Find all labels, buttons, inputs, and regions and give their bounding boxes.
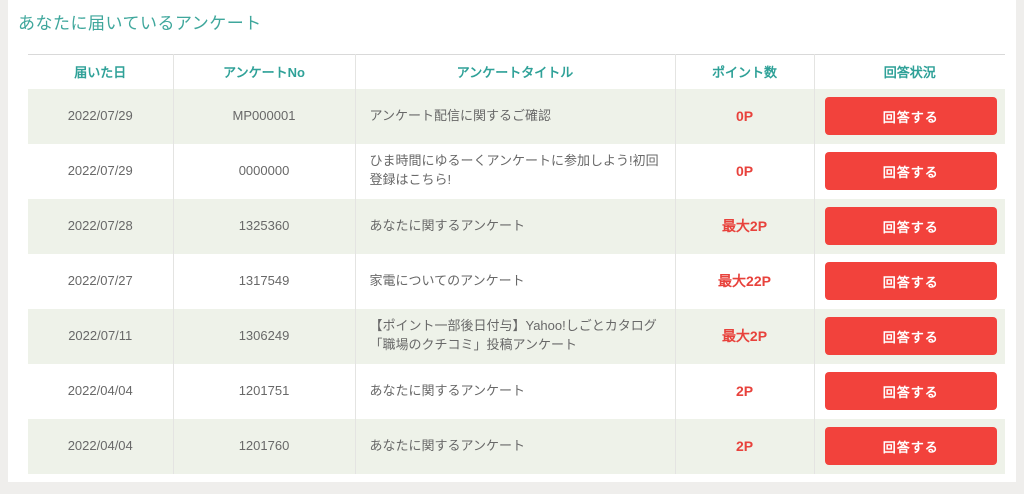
- survey-title-cell: 家電についてのアンケート: [354, 253, 675, 309]
- page-title: あなたに届いているアンケート: [18, 14, 262, 33]
- survey-no-cell: 1317549: [172, 253, 355, 309]
- points-cell: 2P: [674, 418, 814, 474]
- answer-button[interactable]: 回答する: [824, 262, 997, 300]
- points-cell: 2P: [674, 363, 814, 419]
- points-cell: 最大22P: [674, 253, 814, 309]
- received-date-cell: 2022/07/27: [28, 253, 173, 309]
- survey-title-cell: アンケート配信に関するご確認: [354, 88, 675, 144]
- header-points: ポイント数: [674, 54, 814, 89]
- answer-button[interactable]: 回答する: [824, 427, 997, 465]
- received-date-cell: 2022/07/29: [28, 88, 173, 144]
- table-row: 2022/07/11 1306249 【ポイント一部後日付与】Yahoo!しごと…: [28, 308, 1005, 364]
- survey-no-cell: 1306249: [172, 308, 355, 364]
- received-date-cell: 2022/04/04: [28, 363, 173, 419]
- survey-title-cell: あなたに関するアンケート: [354, 198, 675, 254]
- header-survey-no: アンケートNo: [172, 54, 355, 89]
- received-date-cell: 2022/04/04: [28, 418, 173, 474]
- survey-title-cell: 【ポイント一部後日付与】Yahoo!しごとカタログ「職場のクチコミ」投稿アンケー…: [354, 308, 675, 364]
- survey-title-cell: あなたに関するアンケート: [354, 363, 675, 419]
- survey-no-cell: 1201751: [172, 363, 355, 419]
- header-status: 回答状況: [813, 54, 1005, 89]
- points-cell: 0P: [674, 143, 814, 199]
- received-date-cell: 2022/07/11: [28, 308, 173, 364]
- survey-no-cell: 1325360: [172, 198, 355, 254]
- table-row: 2022/07/28 1325360 あなたに関するアンケート 最大2P 回答す…: [28, 198, 1005, 254]
- header-received-date: 届いた日: [28, 54, 173, 89]
- answer-button[interactable]: 回答する: [824, 317, 997, 355]
- header-survey-title: アンケートタイトル: [354, 54, 675, 89]
- table-row: 2022/04/04 1201760 あなたに関するアンケート 2P 回答する: [28, 418, 1005, 474]
- content-card: あなたに届いているアンケート 届いた日 アンケートNo アンケートタイトル ポイ…: [8, 0, 1016, 482]
- received-date-cell: 2022/07/29: [28, 143, 173, 199]
- survey-no-cell: 1201760: [172, 418, 355, 474]
- points-cell: 最大2P: [674, 308, 814, 364]
- survey-no-cell: 0000000: [172, 143, 355, 199]
- table-row: 2022/07/27 1317549 家電についてのアンケート 最大22P 回答…: [28, 253, 1005, 309]
- survey-title-cell: ひま時間にゆるーくアンケートに参加しよう!初回登録はこちら!: [354, 143, 675, 199]
- survey-table: 届いた日 アンケートNo アンケートタイトル ポイント数 回答状況 2022/0…: [28, 54, 1005, 474]
- answer-button[interactable]: 回答する: [824, 152, 997, 190]
- table-row: 2022/07/29 MP000001 アンケート配信に関するご確認 0P 回答…: [28, 88, 1005, 144]
- answer-button[interactable]: 回答する: [824, 207, 997, 245]
- received-date-cell: 2022/07/28: [28, 198, 173, 254]
- survey-no-cell: MP000001: [172, 88, 355, 144]
- table-row: 2022/07/29 0000000 ひま時間にゆるーくアンケートに参加しよう!…: [28, 143, 1005, 199]
- points-cell: 0P: [674, 88, 814, 144]
- table-header-row: 届いた日 アンケートNo アンケートタイトル ポイント数 回答状況: [28, 54, 1005, 89]
- answer-button[interactable]: 回答する: [824, 97, 997, 135]
- table-row: 2022/04/04 1201751 あなたに関するアンケート 2P 回答する: [28, 363, 1005, 419]
- survey-title-cell: あなたに関するアンケート: [354, 418, 675, 474]
- points-cell: 最大2P: [674, 198, 814, 254]
- answer-button[interactable]: 回答する: [824, 372, 997, 410]
